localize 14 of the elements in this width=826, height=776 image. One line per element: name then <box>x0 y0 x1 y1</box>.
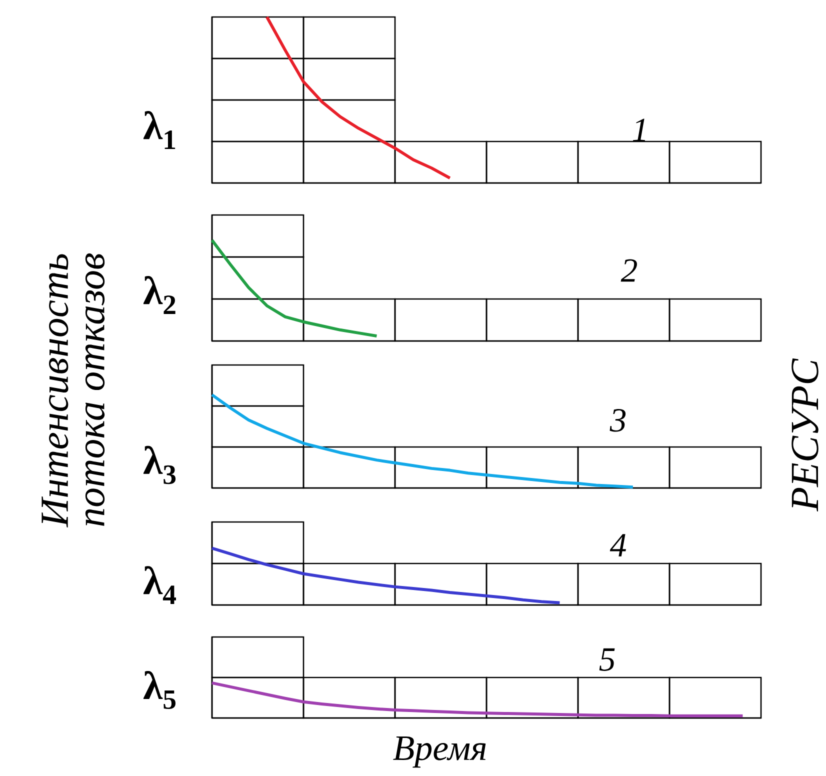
chart-title: 2 <box>620 259 637 282</box>
y-axis-title: λ$_{1}$ <box>143 111 176 149</box>
chart-title: 4 <box>610 534 626 556</box>
chart-title: 3 <box>610 408 626 432</box>
text: потока отказов <box>85 253 105 526</box>
chart-title: 5 <box>599 648 615 671</box>
y-axis-title: λ$_{4}$ <box>143 566 176 604</box>
y-axis-title: λ$_{5}$ <box>143 670 176 710</box>
x-axis-title: Время <box>393 736 486 768</box>
text: 1 <box>632 118 646 142</box>
text: РЕСУРС <box>792 358 818 512</box>
y-axis-title: λ$_{2}$ <box>143 276 176 314</box>
y-axis-title: λ$_{3}$ <box>143 446 176 484</box>
text: Интенсивность <box>42 254 68 528</box>
